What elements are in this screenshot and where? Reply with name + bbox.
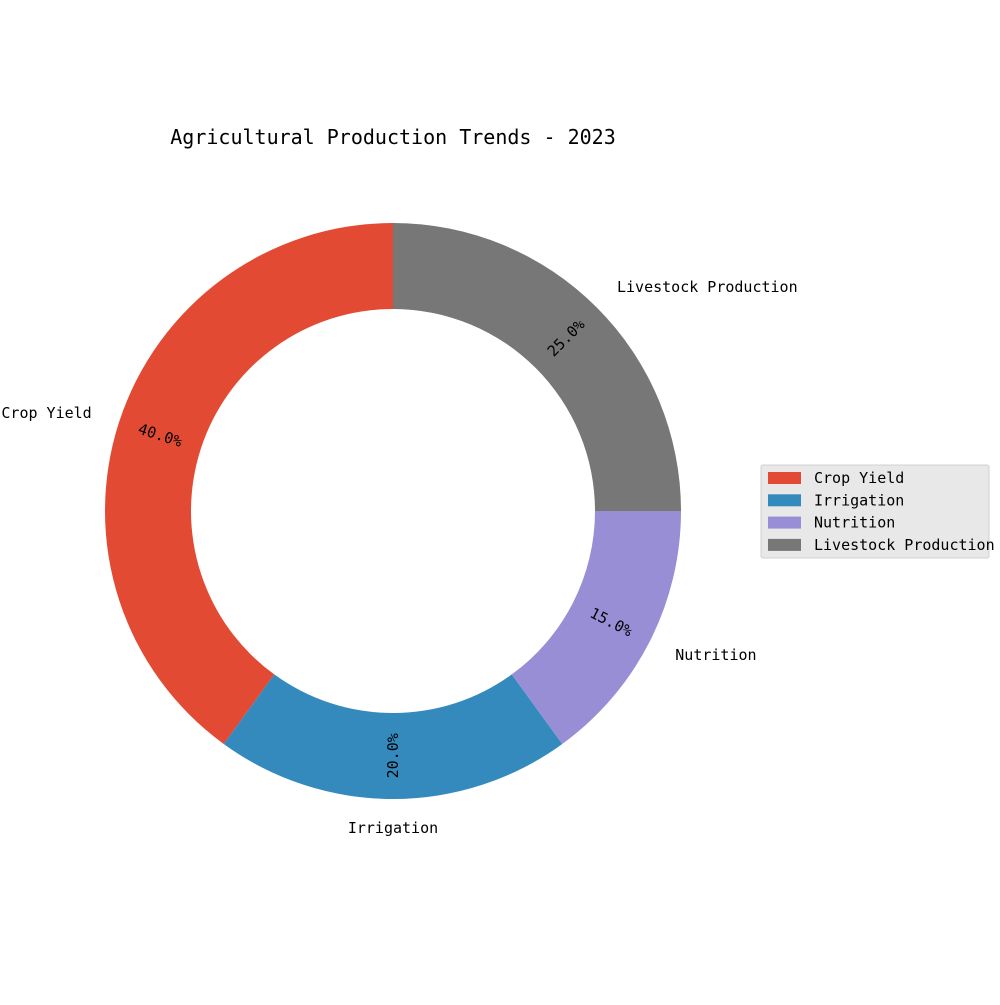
slice-irrigation <box>223 674 563 799</box>
legend-label-nutrition: Nutrition <box>814 514 895 532</box>
category-label-irrigation: Irrigation <box>348 819 438 837</box>
category-labels-group: Crop Yield Irrigation Nutrition Livestock P… <box>1 278 797 837</box>
legend-swatch-crop-yield <box>768 472 801 484</box>
legend-swatch-livestock-production <box>768 538 801 551</box>
legend-label-irrigation: Irrigation <box>814 491 904 509</box>
slices-group <box>105 223 681 799</box>
legend-swatch-nutrition <box>768 516 801 529</box>
category-label-crop-yield: Crop Yield <box>1 404 91 422</box>
slice-nutrition <box>511 511 681 744</box>
category-label-livestock-production: Livestock Production <box>617 278 798 296</box>
legend-label-crop-yield: Crop Yield <box>814 469 904 487</box>
legend-frame <box>760 464 990 559</box>
percent-label-irrigation: 20.0% <box>384 733 402 778</box>
legend: Crop Yield Irrigation Nutrition Livestock P… <box>760 464 995 559</box>
slice-livestock-production <box>393 223 681 511</box>
slice-crop-yield <box>105 223 394 744</box>
chart-title: Agricultural Production Trends - 2023 <box>170 125 616 149</box>
legend-swatch-irrigation <box>768 494 801 507</box>
category-label-nutrition: Nutrition <box>675 646 756 664</box>
legend-label-livestock-production: Livestock Production <box>814 536 995 554</box>
